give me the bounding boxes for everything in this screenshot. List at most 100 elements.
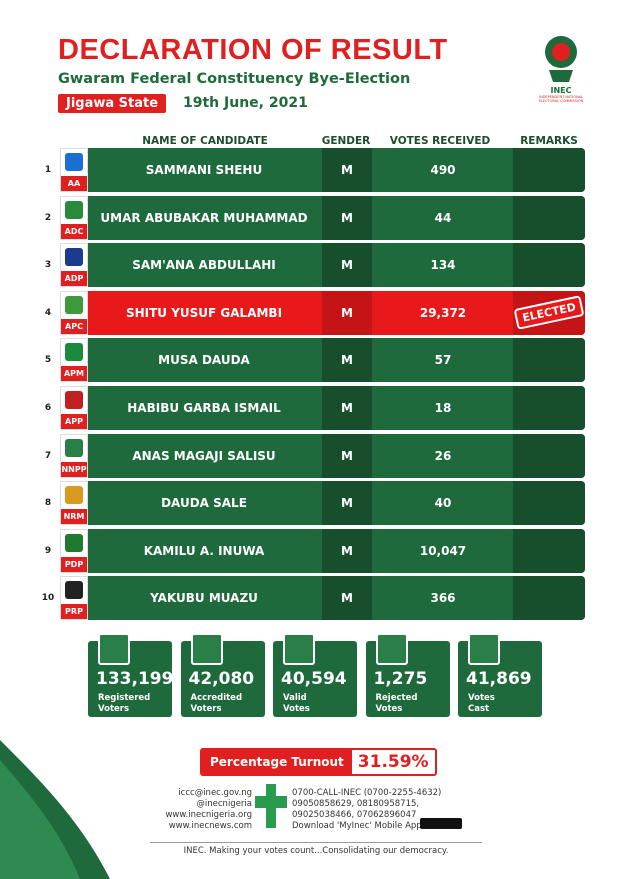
stat-value: 40,594 bbox=[281, 669, 347, 689]
result-row: 6 APP HABIBU GARBA ISMAIL M 18 bbox=[45, 386, 585, 430]
stat-box: 41,869 Votes Cast bbox=[458, 633, 542, 717]
subtitle: Gwaram Federal Constituency Bye-Election bbox=[58, 71, 411, 87]
party-acronym: PDP bbox=[61, 556, 87, 572]
gender: M bbox=[322, 576, 372, 621]
stat-box: 40,594 Valid Votes bbox=[273, 633, 357, 717]
stat-label-line: Voters bbox=[190, 704, 222, 714]
party-logo: AA bbox=[60, 148, 88, 192]
footer-line: iccc@inec.gov.ng bbox=[178, 788, 252, 798]
logo-text: INEC bbox=[550, 86, 572, 95]
row-number: 4 bbox=[44, 307, 52, 318]
party-logo: PRP bbox=[60, 576, 88, 621]
inec-logo: INEC INDEPENDENT NATIONAL ELECTORAL COMM… bbox=[532, 32, 590, 103]
result-row: 10 PRP YAKUBU MUAZU M 366 bbox=[42, 576, 585, 621]
row-bar: UMAR ABUBAKAR MUHAMMAD M 44 bbox=[88, 195, 585, 240]
gender: M bbox=[322, 481, 372, 526]
gender: M bbox=[322, 290, 372, 335]
party-icon bbox=[65, 295, 83, 314]
footer-line: www.inecnigeria.org bbox=[165, 810, 252, 820]
stat-label-line: Valid bbox=[283, 693, 307, 703]
stat-icon bbox=[190, 633, 223, 665]
votes: 29,372 bbox=[419, 305, 467, 320]
stat-label: Registered Voters bbox=[98, 693, 150, 715]
result-row: 4 APC SHITU YUSUF GALAMBI M 29,372 ELECTED bbox=[45, 290, 585, 335]
stat-label: Rejected Votes bbox=[376, 693, 418, 715]
party-logo: APM bbox=[60, 338, 88, 383]
result-row: 8 NRM DAUDA SALE M 40 bbox=[45, 481, 585, 526]
row-bar: MUSA DAUDA M 57 bbox=[88, 338, 585, 383]
candidate-name: KAMILU A. INUWA bbox=[143, 543, 265, 558]
candidate-name: DAUDA SALE bbox=[161, 496, 247, 511]
stat-label: Votes Cast bbox=[468, 693, 495, 715]
party-icon bbox=[65, 391, 83, 409]
candidate-name: UMAR ABUBAKAR MUHAMMAD bbox=[100, 210, 308, 225]
stat-label: Accredited Voters bbox=[191, 693, 243, 715]
party-logo: PDP bbox=[60, 528, 88, 573]
gender: M bbox=[322, 338, 372, 383]
stat-icon bbox=[283, 633, 315, 665]
gender: M bbox=[322, 195, 372, 240]
candidate-name: SAM'ANA ABDULLAHI bbox=[132, 258, 276, 273]
row-bar: HABIBU GARBA ISMAIL M 18 bbox=[88, 386, 585, 430]
date: 19th June, 2021 bbox=[183, 95, 308, 111]
gender: M bbox=[322, 148, 372, 192]
footer-line: www.inecnews.com bbox=[168, 821, 252, 831]
row-number: 6 bbox=[44, 403, 52, 413]
stat-value: 1,275 bbox=[373, 669, 428, 689]
result-row: 5 APM MUSA DAUDA M 57 bbox=[45, 338, 585, 383]
row-bar: SAM'ANA ABDULLAHI M 134 bbox=[88, 243, 585, 288]
row-bar: KAMILU A. INUWA M 10,047 bbox=[88, 528, 585, 573]
party-logo: NRM bbox=[60, 481, 88, 526]
gender: M bbox=[322, 386, 372, 430]
footer-line: @inecnigeria bbox=[196, 799, 252, 809]
party-logo: NNPP bbox=[60, 433, 88, 478]
google-play-badge[interactable] bbox=[420, 818, 462, 829]
stat-value: 41,869 bbox=[466, 669, 532, 689]
votes: 18 bbox=[434, 401, 452, 415]
result-row: 2 ADC UMAR ABUBAKAR MUHAMMAD M 44 bbox=[45, 195, 585, 240]
result-row: 9 PDP KAMILU A. INUWA M 10,047 bbox=[45, 528, 585, 573]
party-acronym: NRM bbox=[61, 509, 87, 525]
tagline: INEC. Making your votes count...Consolid… bbox=[150, 842, 482, 856]
remarks-cell bbox=[513, 481, 585, 526]
votes: 26 bbox=[434, 448, 452, 463]
party-acronym: APM bbox=[61, 366, 87, 382]
column-header: REMARKS bbox=[520, 135, 578, 147]
party-icon bbox=[65, 438, 83, 457]
turnout-label: Percentage Turnout bbox=[202, 750, 352, 774]
party-icon bbox=[65, 533, 83, 552]
stat-label-line: Voters bbox=[98, 704, 130, 714]
turnout-value: 31.59% bbox=[351, 750, 435, 774]
candidate-name: SHITU YUSUF GALAMBI bbox=[125, 305, 283, 320]
remarks-cell bbox=[513, 148, 585, 192]
result-row: 3 ADP SAM'ANA ABDULLAHI M 134 bbox=[45, 243, 585, 288]
remarks-cell bbox=[513, 338, 585, 383]
title: DECLARATION OF RESULT bbox=[58, 34, 448, 66]
party-logo: APP bbox=[60, 386, 88, 430]
logo-emblem bbox=[545, 36, 577, 82]
footer-right: 0700-CALL-INEC (0700-2255-4632) 090508586… bbox=[292, 788, 492, 832]
stat-label-line: Votes bbox=[468, 693, 495, 703]
state-badge: Jigawa State bbox=[58, 94, 167, 113]
row-bar: SHITU YUSUF GALAMBI M 29,372 ELECTED bbox=[88, 290, 585, 335]
row-bar: YAKUBU MUAZU M 366 bbox=[88, 576, 585, 621]
result-row: 7 NNPP ANAS MAGAJI SALISU M 26 bbox=[45, 433, 585, 478]
remarks-cell bbox=[513, 433, 585, 478]
turnout: Percentage Turnout 31.59% bbox=[200, 748, 437, 776]
party-icon bbox=[65, 486, 83, 505]
row-number: 8 bbox=[44, 498, 52, 509]
stat-icon bbox=[98, 633, 130, 665]
row-number: 5 bbox=[44, 355, 52, 366]
decor-swoosh bbox=[0, 740, 110, 879]
gender: M bbox=[322, 528, 372, 573]
footer-line: 0700-CALL-INEC (0700-2255-4632) bbox=[292, 788, 442, 798]
candidate-name: ANAS MAGAJI SALISU bbox=[132, 448, 276, 463]
party-icon bbox=[65, 200, 83, 219]
stat-value: 42,080 bbox=[188, 669, 255, 689]
party-acronym: ADP bbox=[61, 271, 87, 287]
remarks-cell: ELECTED bbox=[513, 290, 585, 335]
party-acronym: AA bbox=[61, 176, 87, 191]
votes: 57 bbox=[434, 353, 452, 368]
column-header: NAME OF CANDIDATE bbox=[142, 135, 268, 147]
